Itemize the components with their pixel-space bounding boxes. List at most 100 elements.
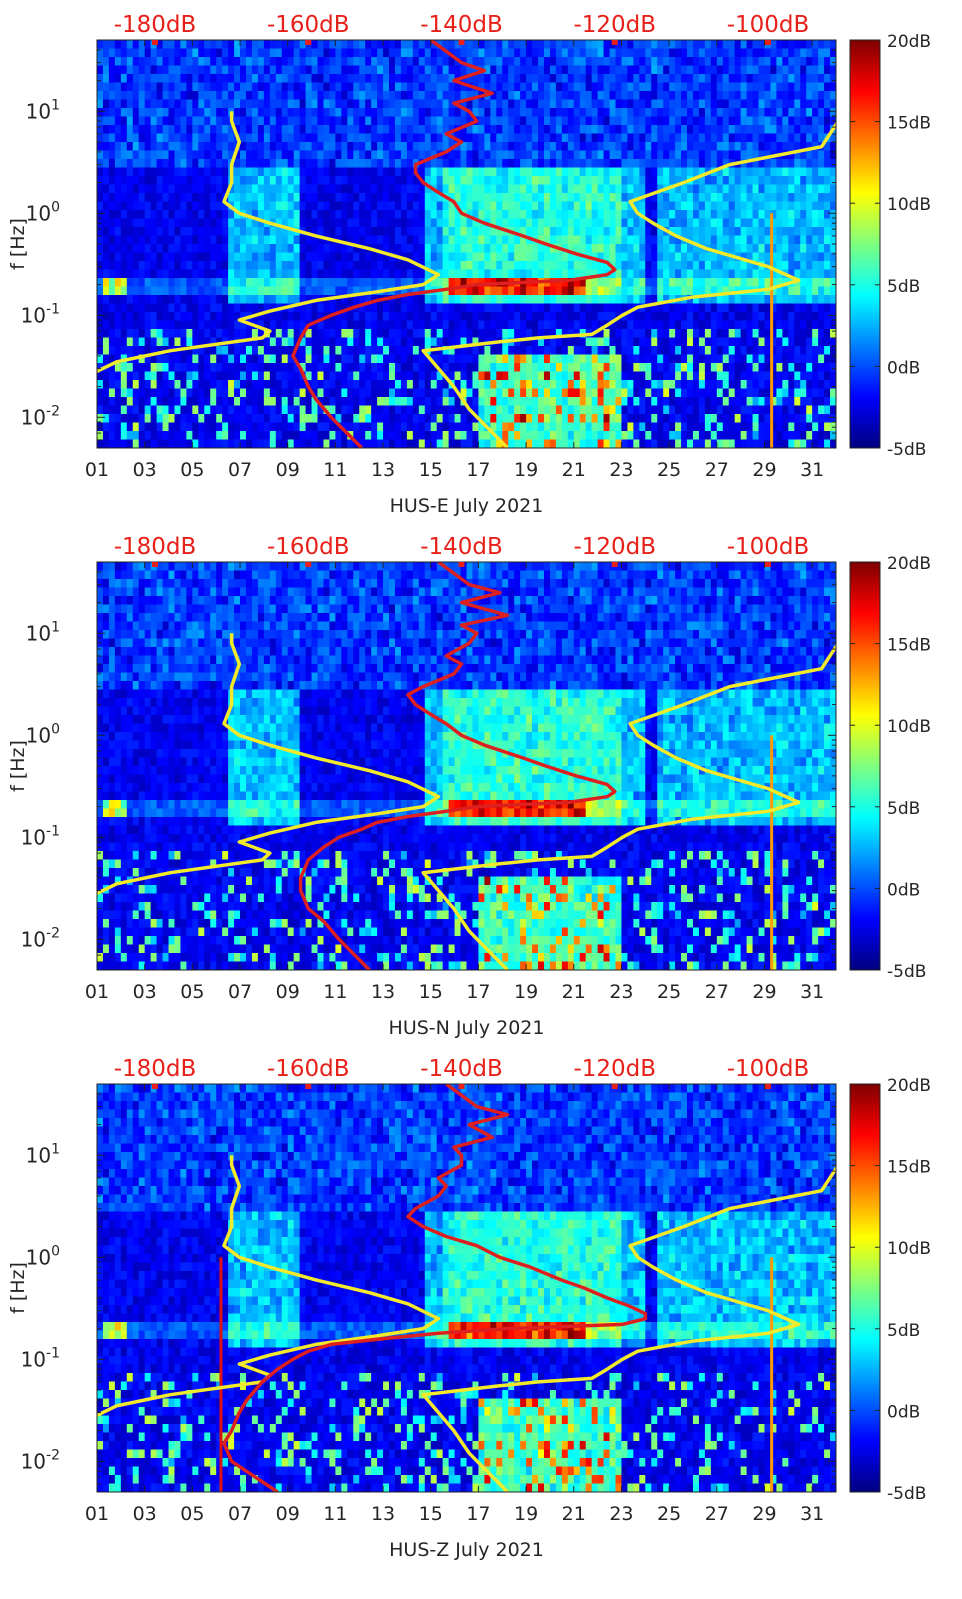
y-tick-label: 10-1 bbox=[21, 1345, 60, 1371]
x-tick-label: 09 bbox=[276, 981, 300, 1003]
y-axis-label: f [Hz] bbox=[7, 1262, 29, 1314]
top-db-tick-label: -140dB bbox=[420, 534, 503, 560]
y-tick-label: 100 bbox=[26, 199, 60, 225]
x-tick-label: 23 bbox=[609, 981, 633, 1003]
x-tick-label: 21 bbox=[562, 1503, 586, 1525]
noise-model-curve-high bbox=[421, 643, 836, 970]
x-tick-label: 17 bbox=[466, 981, 490, 1003]
spectrogram-svg: 01 03 05 07 09 11 13 15 17 19 21 23 25 27 29 31 HUS-Z Ju… bbox=[7, 1056, 931, 1561]
top-db-tick-label: -120dB bbox=[573, 12, 656, 38]
x-tick-label: 13 bbox=[371, 981, 395, 1003]
x-tick-label: 25 bbox=[657, 459, 681, 481]
x-axis-label: HUS-E July 2021 bbox=[390, 495, 544, 517]
colorbar-tick-label: 20dB bbox=[887, 1076, 931, 1096]
y-tick-label: 100 bbox=[26, 1243, 60, 1269]
y-tick-label: 10-2 bbox=[21, 925, 60, 951]
x-tick-label: 01 bbox=[85, 981, 109, 1003]
top-db-tick-label: -180dB bbox=[114, 1056, 197, 1082]
x-tick-label: 09 bbox=[276, 459, 300, 481]
x-tick-label: 03 bbox=[133, 1503, 157, 1525]
spectrogram-panel-hus-z: 01 03 05 07 09 11 13 15 17 19 21 23 25 27 29 31 HUS-Z Ju… bbox=[0, 1044, 962, 1577]
top-db-tick-label: -100dB bbox=[727, 1056, 810, 1082]
colorbar-tick-label: 0dB bbox=[887, 358, 920, 378]
colorbar-tick-label: 20dB bbox=[887, 554, 931, 574]
noise-model-curve-high bbox=[421, 121, 836, 448]
top-db-tick-label: -100dB bbox=[727, 534, 810, 560]
x-tick-label: 11 bbox=[323, 981, 347, 1003]
top-db-tick-label: -160dB bbox=[267, 12, 350, 38]
colorbar-tick-label: 0dB bbox=[887, 880, 920, 900]
colorbar-tick-label: 5dB bbox=[887, 1321, 920, 1341]
spectrogram-panel-hus-n: 01 03 05 07 09 11 13 15 17 19 21 23 25 27 29 31 HUS-N Ju… bbox=[0, 522, 962, 1055]
x-tick-label: 05 bbox=[180, 981, 204, 1003]
x-tick-label: 03 bbox=[133, 459, 157, 481]
x-tick-label: 23 bbox=[609, 1503, 633, 1525]
x-tick-label: 07 bbox=[228, 1503, 252, 1525]
y-tick-label: 101 bbox=[26, 619, 60, 645]
y-tick-label: 10-2 bbox=[21, 1447, 60, 1473]
spectrogram-svg: 01 03 05 07 09 11 13 15 17 19 21 23 25 27 29 31 HUS-N Ju… bbox=[7, 534, 931, 1039]
top-db-tick-label: -120dB bbox=[573, 534, 656, 560]
spectrogram-panel-hus-e: 01 03 05 07 09 11 13 15 17 19 21 23 25 27 29 31 HUS-E Ju… bbox=[0, 0, 962, 533]
x-tick-label: 15 bbox=[419, 459, 443, 481]
x-tick-label: 13 bbox=[371, 459, 395, 481]
noise-model-curve-low bbox=[97, 633, 441, 896]
top-db-tick-label: -140dB bbox=[420, 12, 503, 38]
x-tick-label: 05 bbox=[180, 459, 204, 481]
top-db-tick-label: -160dB bbox=[267, 534, 350, 560]
colorbar-tick-label: 15dB bbox=[887, 114, 931, 134]
y-tick-label: 10-2 bbox=[21, 403, 60, 429]
x-axis-label: HUS-N July 2021 bbox=[389, 1017, 545, 1039]
x-tick-label: 29 bbox=[752, 981, 776, 1003]
x-tick-label: 23 bbox=[609, 459, 633, 481]
x-tick-label: 25 bbox=[657, 981, 681, 1003]
x-tick-label: 19 bbox=[514, 1503, 538, 1525]
colorbar-tick-label: 5dB bbox=[887, 799, 920, 819]
colorbar-tick-label: 15dB bbox=[887, 636, 931, 656]
x-tick-label: 07 bbox=[228, 981, 252, 1003]
y-axis-label: f [Hz] bbox=[7, 218, 29, 270]
top-db-tick-label: -120dB bbox=[573, 1056, 656, 1082]
y-tick-label: 101 bbox=[26, 1141, 60, 1167]
x-tick-label: 19 bbox=[514, 981, 538, 1003]
psd-curve bbox=[298, 562, 617, 970]
x-tick-label: 27 bbox=[705, 459, 729, 481]
colorbar-tick-label: -5dB bbox=[887, 440, 926, 460]
colorbar-tick-label: -5dB bbox=[887, 962, 926, 982]
x-tick-label: 11 bbox=[323, 1503, 347, 1525]
x-tick-label: 07 bbox=[228, 459, 252, 481]
x-tick-label: 01 bbox=[85, 1503, 109, 1525]
y-tick-label: 10-1 bbox=[21, 301, 60, 327]
colorbar-tick-label: 20dB bbox=[887, 32, 931, 52]
y-tick-label: 10-1 bbox=[21, 823, 60, 849]
top-db-tick-label: -140dB bbox=[420, 1056, 503, 1082]
colorbar bbox=[849, 1083, 881, 1493]
top-db-tick-label: -100dB bbox=[727, 12, 810, 38]
x-tick-label: 15 bbox=[419, 981, 443, 1003]
colorbar bbox=[849, 561, 881, 971]
x-tick-label: 31 bbox=[800, 459, 824, 481]
spectrogram-svg: 01 03 05 07 09 11 13 15 17 19 21 23 25 27 29 31 HUS-E Ju… bbox=[7, 12, 931, 517]
colorbar-tick-label: -5dB bbox=[887, 1484, 926, 1504]
top-db-tick-label: -160dB bbox=[267, 1056, 350, 1082]
x-tick-label: 19 bbox=[514, 459, 538, 481]
x-tick-label: 21 bbox=[562, 459, 586, 481]
psd-curve bbox=[291, 40, 617, 448]
x-tick-label: 31 bbox=[800, 981, 824, 1003]
top-db-tick-label: -180dB bbox=[114, 534, 197, 560]
x-tick-label: 21 bbox=[562, 981, 586, 1003]
x-tick-label: 09 bbox=[276, 1503, 300, 1525]
x-tick-label: 25 bbox=[657, 1503, 681, 1525]
x-tick-label: 03 bbox=[133, 981, 157, 1003]
colorbar-tick-label: 0dB bbox=[887, 1402, 920, 1422]
x-tick-label: 13 bbox=[371, 1503, 395, 1525]
colorbar-tick-label: 5dB bbox=[887, 277, 920, 297]
heatmap-cells bbox=[97, 40, 836, 448]
x-tick-label: 11 bbox=[323, 459, 347, 481]
noise-model-curve-low bbox=[97, 111, 441, 374]
x-tick-label: 17 bbox=[466, 459, 490, 481]
noise-model-curve-high bbox=[421, 1165, 836, 1492]
x-tick-label: 01 bbox=[85, 459, 109, 481]
colorbar-tick-label: 15dB bbox=[887, 1158, 931, 1178]
top-db-tick-label: -180dB bbox=[114, 12, 197, 38]
